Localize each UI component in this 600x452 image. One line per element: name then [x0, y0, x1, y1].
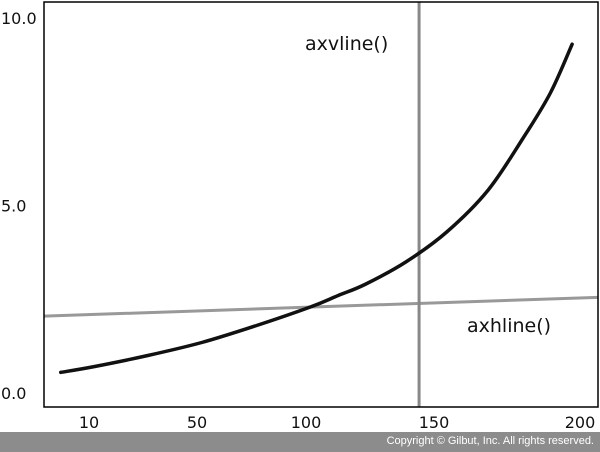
copyright-text: Copyright © Gilbut, Inc. All rights rese…	[386, 435, 594, 447]
y-tick-label: 10.0	[1, 9, 37, 28]
x-tick-label: 200	[565, 413, 596, 432]
x-tick-label: 100	[291, 413, 322, 432]
y-tick-labels: 0.0 5.0 10.0	[1, 9, 37, 403]
series-line-0	[59, 42, 574, 375]
y-tick-label: 0.0	[1, 384, 26, 403]
line-chart: 10 50 100 150 200 0.0 5.0 10.0 axvline() axhli…	[1, 1, 599, 432]
x-tick-label: 50	[187, 413, 207, 432]
x-tick-label: 150	[419, 413, 450, 432]
copyright-bar: Copyright © Gilbut, Inc. All rights rese…	[0, 432, 600, 452]
axhline	[43, 295, 599, 318]
chart-marks	[43, 2, 599, 407]
x-tick-label: 10	[79, 413, 99, 432]
plot-frame	[43, 1, 599, 408]
axhline-label: axhline()	[467, 315, 551, 337]
y-tick-label: 5.0	[1, 197, 26, 216]
x-tick-labels: 10 50 100 150 200	[79, 413, 595, 432]
axvline-label: axvline()	[305, 33, 388, 55]
